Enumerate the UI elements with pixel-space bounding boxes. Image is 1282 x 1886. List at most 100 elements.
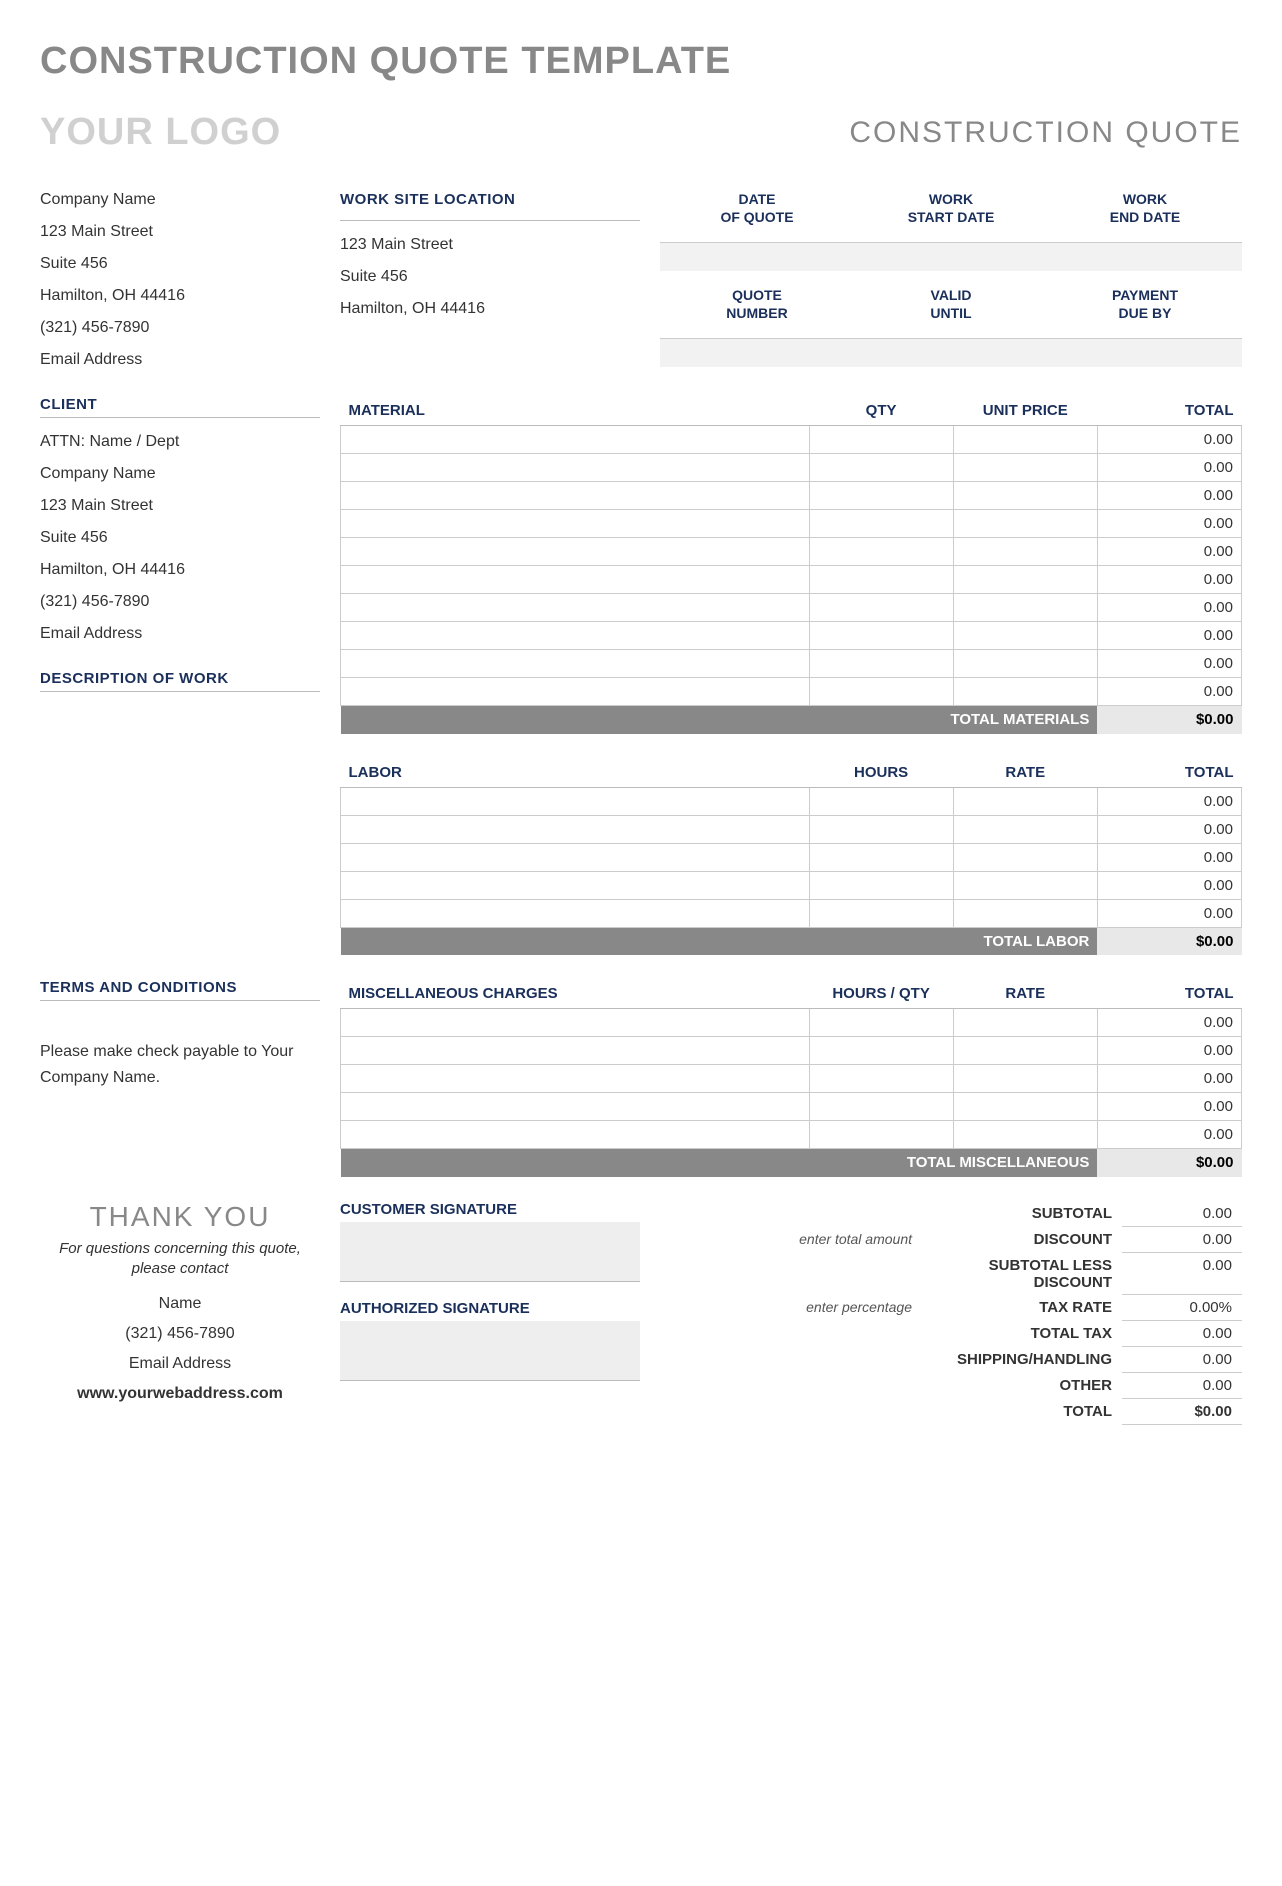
col-header: HOURS [809,758,953,788]
cell-price[interactable] [953,594,1097,622]
client-city: Hamilton, OH 44416 [40,554,320,586]
cell-desc[interactable] [341,482,810,510]
cell-desc[interactable] [341,510,810,538]
cell-qty[interactable] [809,566,953,594]
cell-desc[interactable] [341,843,810,871]
cell-price[interactable] [953,622,1097,650]
cell-desc[interactable] [341,899,810,927]
cell-qty[interactable] [809,454,953,482]
cell-price[interactable] [953,899,1097,927]
cell-qty[interactable] [809,426,953,454]
cell-qty[interactable] [809,538,953,566]
summary-row: SHIPPING/HANDLING 0.00 [660,1347,1242,1373]
summary-value[interactable]: 0.00 [1122,1201,1242,1227]
worksite-addr2: Suite 456 [340,261,640,293]
meta-header: WORKEND DATE [1048,184,1242,232]
table-row: 0.00 [341,1093,1242,1121]
cell-desc[interactable] [341,622,810,650]
table-row: 0.00 [341,482,1242,510]
cell-desc[interactable] [341,454,810,482]
cell-price[interactable] [953,871,1097,899]
cell-total: 0.00 [1097,678,1241,706]
summary-row: SUBTOTAL LESS DISCOUNT 0.00 [660,1253,1242,1295]
meta-value[interactable] [660,339,854,367]
cell-desc[interactable] [341,1009,810,1037]
table-total-row: TOTAL MATERIALS $0.00 [341,706,1242,734]
cell-qty[interactable] [809,678,953,706]
terms-text: Please make check payable to Your Compan… [40,1039,320,1091]
summary-value[interactable]: 0.00 [1122,1347,1242,1373]
cell-price[interactable] [953,1037,1097,1065]
cell-qty[interactable] [809,650,953,678]
cell-qty[interactable] [809,815,953,843]
cell-price[interactable] [953,1121,1097,1149]
cell-desc[interactable] [341,566,810,594]
cell-qty[interactable] [809,843,953,871]
cell-desc[interactable] [341,815,810,843]
cell-desc[interactable] [341,871,810,899]
meta-value[interactable] [854,243,1048,271]
cell-qty[interactable] [809,1121,953,1149]
cell-price[interactable] [953,566,1097,594]
cell-desc[interactable] [341,1037,810,1065]
cell-qty[interactable] [809,622,953,650]
table-row: 0.00 [341,510,1242,538]
cell-qty[interactable] [809,1093,953,1121]
meta-value[interactable] [1048,339,1242,367]
cell-qty[interactable] [809,510,953,538]
meta-value[interactable] [854,339,1048,367]
cell-desc[interactable] [341,1065,810,1093]
cell-desc[interactable] [341,594,810,622]
cell-total: 0.00 [1097,1121,1241,1149]
summary-value[interactable]: $0.00 [1122,1399,1242,1425]
summary-value[interactable]: 0.00 [1122,1373,1242,1399]
meta-value[interactable] [1048,243,1242,271]
cell-price[interactable] [953,650,1097,678]
table-row: 0.00 [341,1009,1242,1037]
cell-qty[interactable] [809,787,953,815]
description-header: DESCRIPTION OF WORK [40,670,320,692]
summary-label: SUBTOTAL [922,1201,1122,1227]
summary-value[interactable]: 0.00 [1122,1253,1242,1295]
meta-value[interactable] [660,243,854,271]
description-body[interactable] [40,700,320,740]
cell-qty[interactable] [809,1065,953,1093]
cell-price[interactable] [953,843,1097,871]
customer-signature-box[interactable] [340,1222,640,1282]
company-addr2: Suite 456 [40,248,320,280]
client-name: Company Name [40,458,320,490]
table-row: 0.00 [341,426,1242,454]
cell-price[interactable] [953,678,1097,706]
cell-desc[interactable] [341,650,810,678]
cell-price[interactable] [953,787,1097,815]
cell-price[interactable] [953,1093,1097,1121]
cell-qty[interactable] [809,1037,953,1065]
cell-price[interactable] [953,454,1097,482]
cell-price[interactable] [953,426,1097,454]
cell-price[interactable] [953,510,1097,538]
summary-value[interactable]: 0.00 [1122,1227,1242,1253]
cell-qty[interactable] [809,871,953,899]
description-block: DESCRIPTION OF WORK [40,670,320,740]
cell-desc[interactable] [341,426,810,454]
misc-table: MISCELLANEOUS CHARGES HOURS / QTY RATE T… [340,979,1242,1177]
cell-price[interactable] [953,1065,1097,1093]
cell-desc[interactable] [341,538,810,566]
cell-qty[interactable] [809,594,953,622]
cell-price[interactable] [953,1009,1097,1037]
cell-desc[interactable] [341,787,810,815]
cell-qty[interactable] [809,899,953,927]
cell-price[interactable] [953,482,1097,510]
cell-qty[interactable] [809,1009,953,1037]
authorized-signature-box[interactable] [340,1321,640,1381]
cell-desc[interactable] [341,678,810,706]
customer-signature-block: CUSTOMER SIGNATURE [340,1201,640,1282]
col-header: TOTAL [1097,979,1241,1009]
summary-value[interactable]: 0.00% [1122,1295,1242,1321]
cell-qty[interactable] [809,482,953,510]
cell-desc[interactable] [341,1093,810,1121]
summary-value[interactable]: 0.00 [1122,1321,1242,1347]
cell-desc[interactable] [341,1121,810,1149]
cell-price[interactable] [953,538,1097,566]
cell-price[interactable] [953,815,1097,843]
